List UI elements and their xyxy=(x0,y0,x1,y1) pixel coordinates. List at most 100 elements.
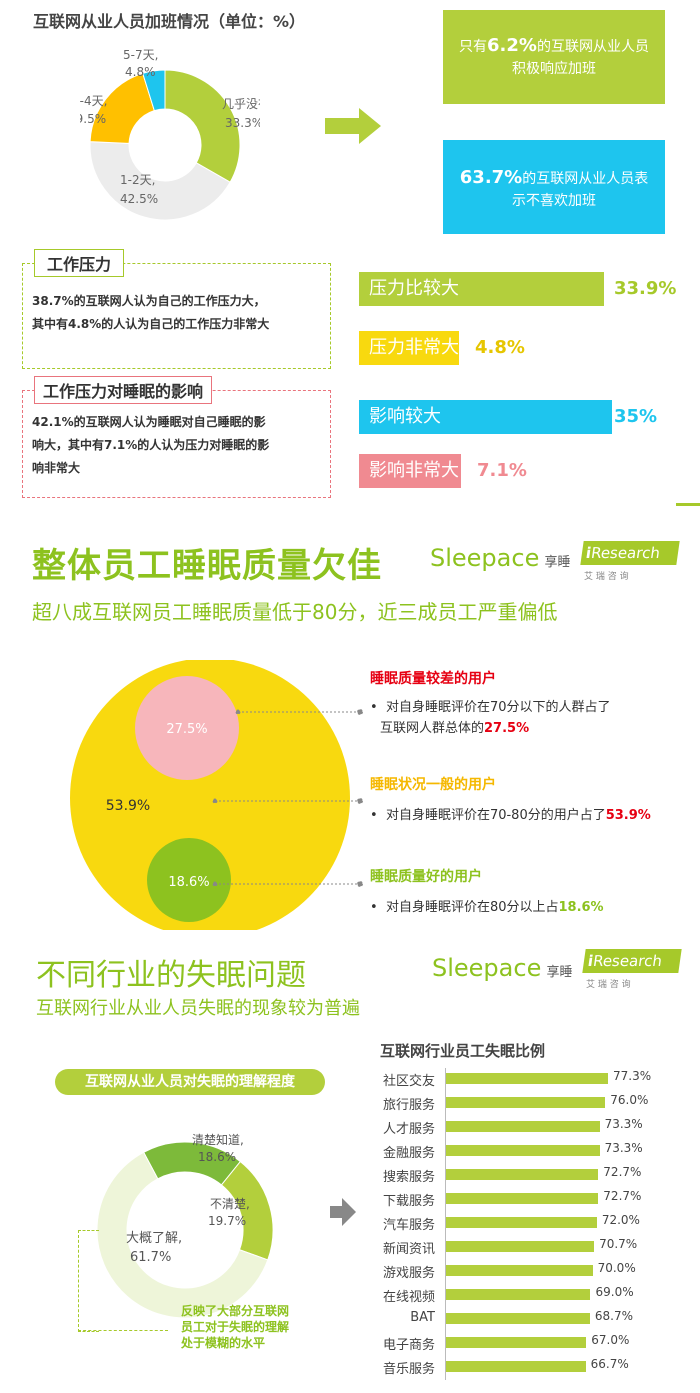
note-connector-line xyxy=(78,1330,168,1331)
industry-label: 社区交友 xyxy=(382,1074,435,1089)
industry-bar-value: 68.7% xyxy=(594,1309,633,1323)
sleep-bubbles: 27.5% 53.9% 18.6% xyxy=(70,660,363,930)
box-text: 示不喜欢加班 xyxy=(512,193,596,209)
sleep-title: 整体员工睡眠质量欠佳 xyxy=(32,546,382,586)
page-edge-mark xyxy=(676,503,700,506)
box-text: 只有 xyxy=(459,39,488,55)
bubble-2 xyxy=(147,838,231,922)
industry-bar xyxy=(445,1145,600,1156)
industry-label: 金融服务 xyxy=(382,1146,435,1161)
pressure-text-box xyxy=(22,263,331,369)
industry-bar-value: 69.0% xyxy=(595,1285,634,1299)
text-line: 38.7%的互联网人认为自己的工作压力大， xyxy=(32,294,266,308)
sleepace-wordmark: Sleepace xyxy=(432,954,542,982)
item-bullet: • 对自身睡眠评价在70-80分的用户占了53.9% xyxy=(370,808,651,823)
text-line: 响大，其中有7.1%的人认为压力对睡眠的影 xyxy=(32,438,270,452)
sleepace-cn: 享睡 xyxy=(546,965,573,980)
pressure-bar-value: 7.1% xyxy=(477,460,527,481)
industry-label: BAT xyxy=(410,1310,435,1325)
industry-label: 下载服务 xyxy=(382,1194,435,1209)
industry-bar xyxy=(445,1073,608,1084)
item-bullet: • 对自身睡眠评价在70分以下的人群占了 xyxy=(370,700,611,715)
sleep-impact-tag: 工作压力对睡眠的影响 xyxy=(34,376,213,404)
industry-bar xyxy=(445,1313,590,1324)
iresearch-logo: iResearch 艾 瑞 咨 询 xyxy=(582,949,682,990)
industry-bar-value: 73.3% xyxy=(604,1117,643,1131)
pressure-tag: 工作压力 xyxy=(34,249,125,277)
item-heading: 睡眠状况一般的用户 xyxy=(370,777,496,793)
bubble-label: 18.6% xyxy=(168,875,209,890)
slice-label-5-7-value: 4.8% xyxy=(125,65,156,79)
slice-label: 3-4天, xyxy=(80,94,107,108)
industry-label: 搜索服务 xyxy=(382,1170,435,1185)
slice-label: 1-2天, xyxy=(120,173,155,187)
pressure-bar: 压力非常大 xyxy=(359,331,459,365)
industry-bar xyxy=(445,1193,599,1204)
industry-bar-value: 67.0% xyxy=(591,1333,630,1347)
insomnia-donut: 清楚知道, 18.6% 不清楚, 19.7% 大概了解, 61.7% xyxy=(96,1133,274,1319)
bubble-label: 27.5% xyxy=(166,722,207,737)
industry-bar-value: 73.3% xyxy=(604,1141,643,1155)
box-text: 积极响应加班 xyxy=(512,61,596,77)
industry-label: 游戏服务 xyxy=(382,1266,435,1281)
slice-label: 42.5% xyxy=(120,192,158,206)
sleepace-wordmark: Sleepace xyxy=(430,544,540,572)
pressure-bar-value: 35% xyxy=(614,406,658,427)
slice-label: 几乎没有加班, xyxy=(222,96,260,111)
insomnia-subtitle: 互联网行业从业人员失眠的现象较为普遍 xyxy=(36,998,360,1019)
industry-label: 旅行服务 xyxy=(382,1098,435,1113)
iresearch-wordmark: Research xyxy=(589,544,662,562)
pie-slice xyxy=(89,72,155,144)
industry-label: 电子商务 xyxy=(382,1338,435,1353)
box-text: 的互联网从业人员表 xyxy=(522,171,649,187)
industry-bar xyxy=(445,1169,599,1180)
industry-chart-title: 互联网行业员工失眠比例 xyxy=(380,1042,546,1060)
industry-bar xyxy=(445,1289,591,1300)
industry-bar xyxy=(445,1097,606,1108)
industry-bar-value: 66.7% xyxy=(590,1357,629,1371)
sleepace-logo: Sleepace 享睡 xyxy=(432,954,572,982)
insomnia-title: 不同行业的失眠问题 xyxy=(36,958,306,993)
item-bullet: • 对自身睡眠评价在80分以上占18.6% xyxy=(370,900,604,915)
industry-bar-value: 72.7% xyxy=(603,1189,642,1203)
pressure-text: 38.7%的互联网人认为自己的工作压力大， 其中有4.8%的人认为自己的工作压力… xyxy=(32,290,269,336)
slice-label: 19.5% xyxy=(80,112,106,126)
donut-label: 61.7% xyxy=(130,1250,171,1265)
industry-bar xyxy=(445,1241,595,1252)
sleep-impact-text: 42.1%的互联网人认为睡眠对自己睡眠的影 响大，其中有7.1%的人认为压力对睡… xyxy=(32,411,269,480)
box-number: 6.2% xyxy=(487,35,537,56)
sleep-item-good: 睡眠质量好的用户 • 对自身睡眠评价在80分以上占18.6% xyxy=(370,866,604,915)
industry-bar-value: 77.3% xyxy=(613,1069,652,1083)
text-line: 响非常大 xyxy=(32,461,81,475)
overtime-pie: 几乎没有加班, 33.3% 1-2天, 42.5% 3-4天, 19.5% 5-… xyxy=(80,60,260,221)
sleepace-cn: 享睡 xyxy=(544,555,571,570)
donut-label: 18.6% xyxy=(198,1150,236,1164)
pressure-bar: 影响较大 xyxy=(359,400,612,434)
industry-label: 汽车服务 xyxy=(382,1218,435,1233)
pressure-bar: 压力比较大 xyxy=(359,272,604,306)
slice-label-5-7: 5-7天, xyxy=(123,48,159,62)
industry-bar-value: 72.0% xyxy=(601,1213,640,1227)
item-heading: 睡眠质量较差的用户 xyxy=(370,671,496,687)
donut-label: 大概了解, xyxy=(126,1231,182,1246)
industry-label: 人才服务 xyxy=(382,1122,435,1137)
sleep-subtitle: 超八成互联网员工睡眠质量低于80分，近三成员工严重偏低 xyxy=(32,600,558,624)
donut-label: 清楚知道, xyxy=(192,1133,244,1147)
insomnia-understanding-pill: 互联网从业人员对失眠的理解程度 xyxy=(55,1069,325,1095)
donut-label: 19.7% xyxy=(208,1214,246,1228)
arrow-right-icon xyxy=(325,108,381,148)
item-bullet: 互联网人群总体的27.5% xyxy=(380,721,530,736)
note-line: 处于模糊的水平 xyxy=(181,1336,266,1350)
text-line: 42.1%的互联网人认为睡眠对自己睡眠的影 xyxy=(32,415,266,429)
industry-bar-value: 70.7% xyxy=(599,1237,638,1251)
pie-slice xyxy=(142,69,166,112)
slice-label: 33.3% xyxy=(225,116,260,130)
pressure-bar: 影响非常大 xyxy=(359,454,461,488)
sleepace-logo: Sleepace 享睡 xyxy=(430,544,570,572)
pressure-bars: 压力比较大 33.9% 压力非常大 4.8% 影响较大 35% 影响非常大 7.1% xyxy=(359,0,689,520)
note-line: 员工对于失眠的理解 xyxy=(181,1320,290,1334)
industry-bar xyxy=(445,1121,600,1132)
iresearch-wordmark: Research xyxy=(591,952,664,970)
iresearch-cn: 艾 瑞 咨 询 xyxy=(586,980,631,990)
industry-bar xyxy=(445,1265,593,1276)
